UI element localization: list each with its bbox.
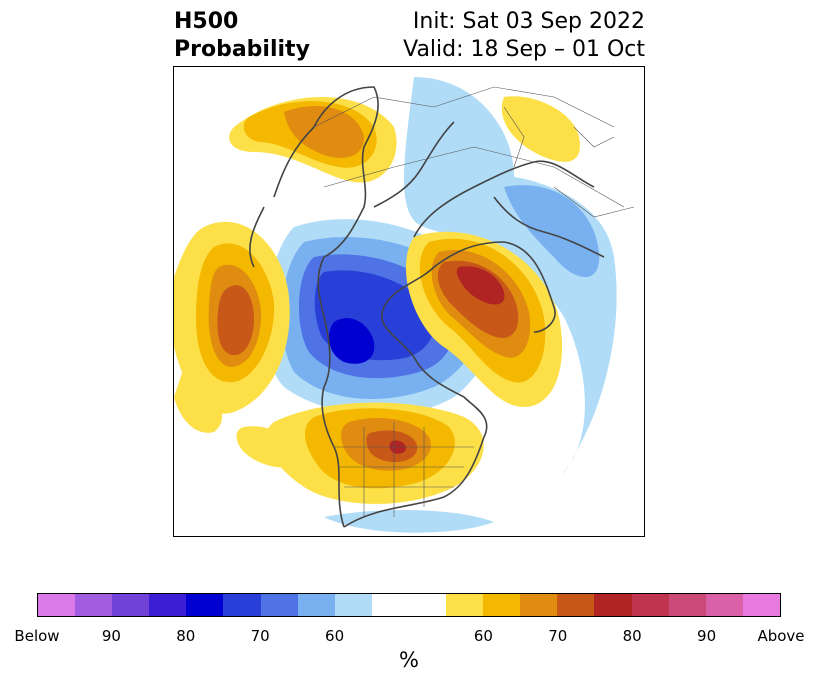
- coastlines: [249, 86, 605, 528]
- colorbar-segment: [186, 594, 224, 616]
- init-date: Init: Sat 03 Sep 2022: [412, 9, 645, 34]
- colorbar-segment: [594, 594, 632, 616]
- colorbar-segment: [112, 594, 150, 616]
- colorbar: [37, 593, 781, 617]
- probability-map: [173, 66, 645, 537]
- colorbar-tick-label: 60: [325, 627, 345, 645]
- colorbar-segment: [408, 594, 447, 616]
- colorbar-segment: [371, 594, 409, 616]
- title-line-1: H500: [174, 9, 239, 34]
- map-dates: Init: Sat 03 Sep 2022 Valid: 18 Sep – 01…: [403, 8, 645, 64]
- colorbar-segment: [631, 594, 669, 616]
- colorbar-segment: [334, 594, 372, 616]
- title-line-2: Probability: [174, 37, 310, 62]
- colorbar-segment: [75, 594, 113, 616]
- below-85-regions: [328, 318, 375, 364]
- colorbar-segment: [297, 594, 335, 616]
- valid-range: Valid: 18 Sep – 01 Oct: [403, 37, 645, 62]
- colorbar-segment: [742, 594, 780, 616]
- colorbar-segment: [668, 594, 706, 616]
- colorbar-segment: [149, 594, 187, 616]
- colorbar-tick-label: 70: [548, 627, 568, 645]
- colorbar-segment: [446, 594, 484, 616]
- colorbar-segment: [557, 594, 595, 616]
- colorbar-tick-label: 90: [101, 627, 121, 645]
- colorbar-segment: [223, 594, 261, 616]
- colorbar-tick-label: Above: [757, 627, 805, 645]
- colorbar-segment: [38, 594, 76, 616]
- colorbar-segment: [483, 594, 521, 616]
- colorbar-segment: [520, 594, 558, 616]
- colorbar-tick-label: 60: [473, 627, 493, 645]
- colorbar-tick-label: 70: [250, 627, 270, 645]
- colorbar-tick-label: 80: [176, 627, 196, 645]
- colorbar-tick-label: 90: [697, 627, 717, 645]
- map-canvas: [174, 77, 635, 533]
- colorbar-tick-label: Below: [14, 627, 60, 645]
- borders: [313, 86, 635, 517]
- colorbar-segment: [260, 594, 298, 616]
- colorbar-segment: [705, 594, 743, 616]
- colorbar-unit: %: [399, 648, 419, 672]
- colorbar-tick-label: 80: [622, 627, 642, 645]
- map-title: H500 Probability: [174, 8, 310, 64]
